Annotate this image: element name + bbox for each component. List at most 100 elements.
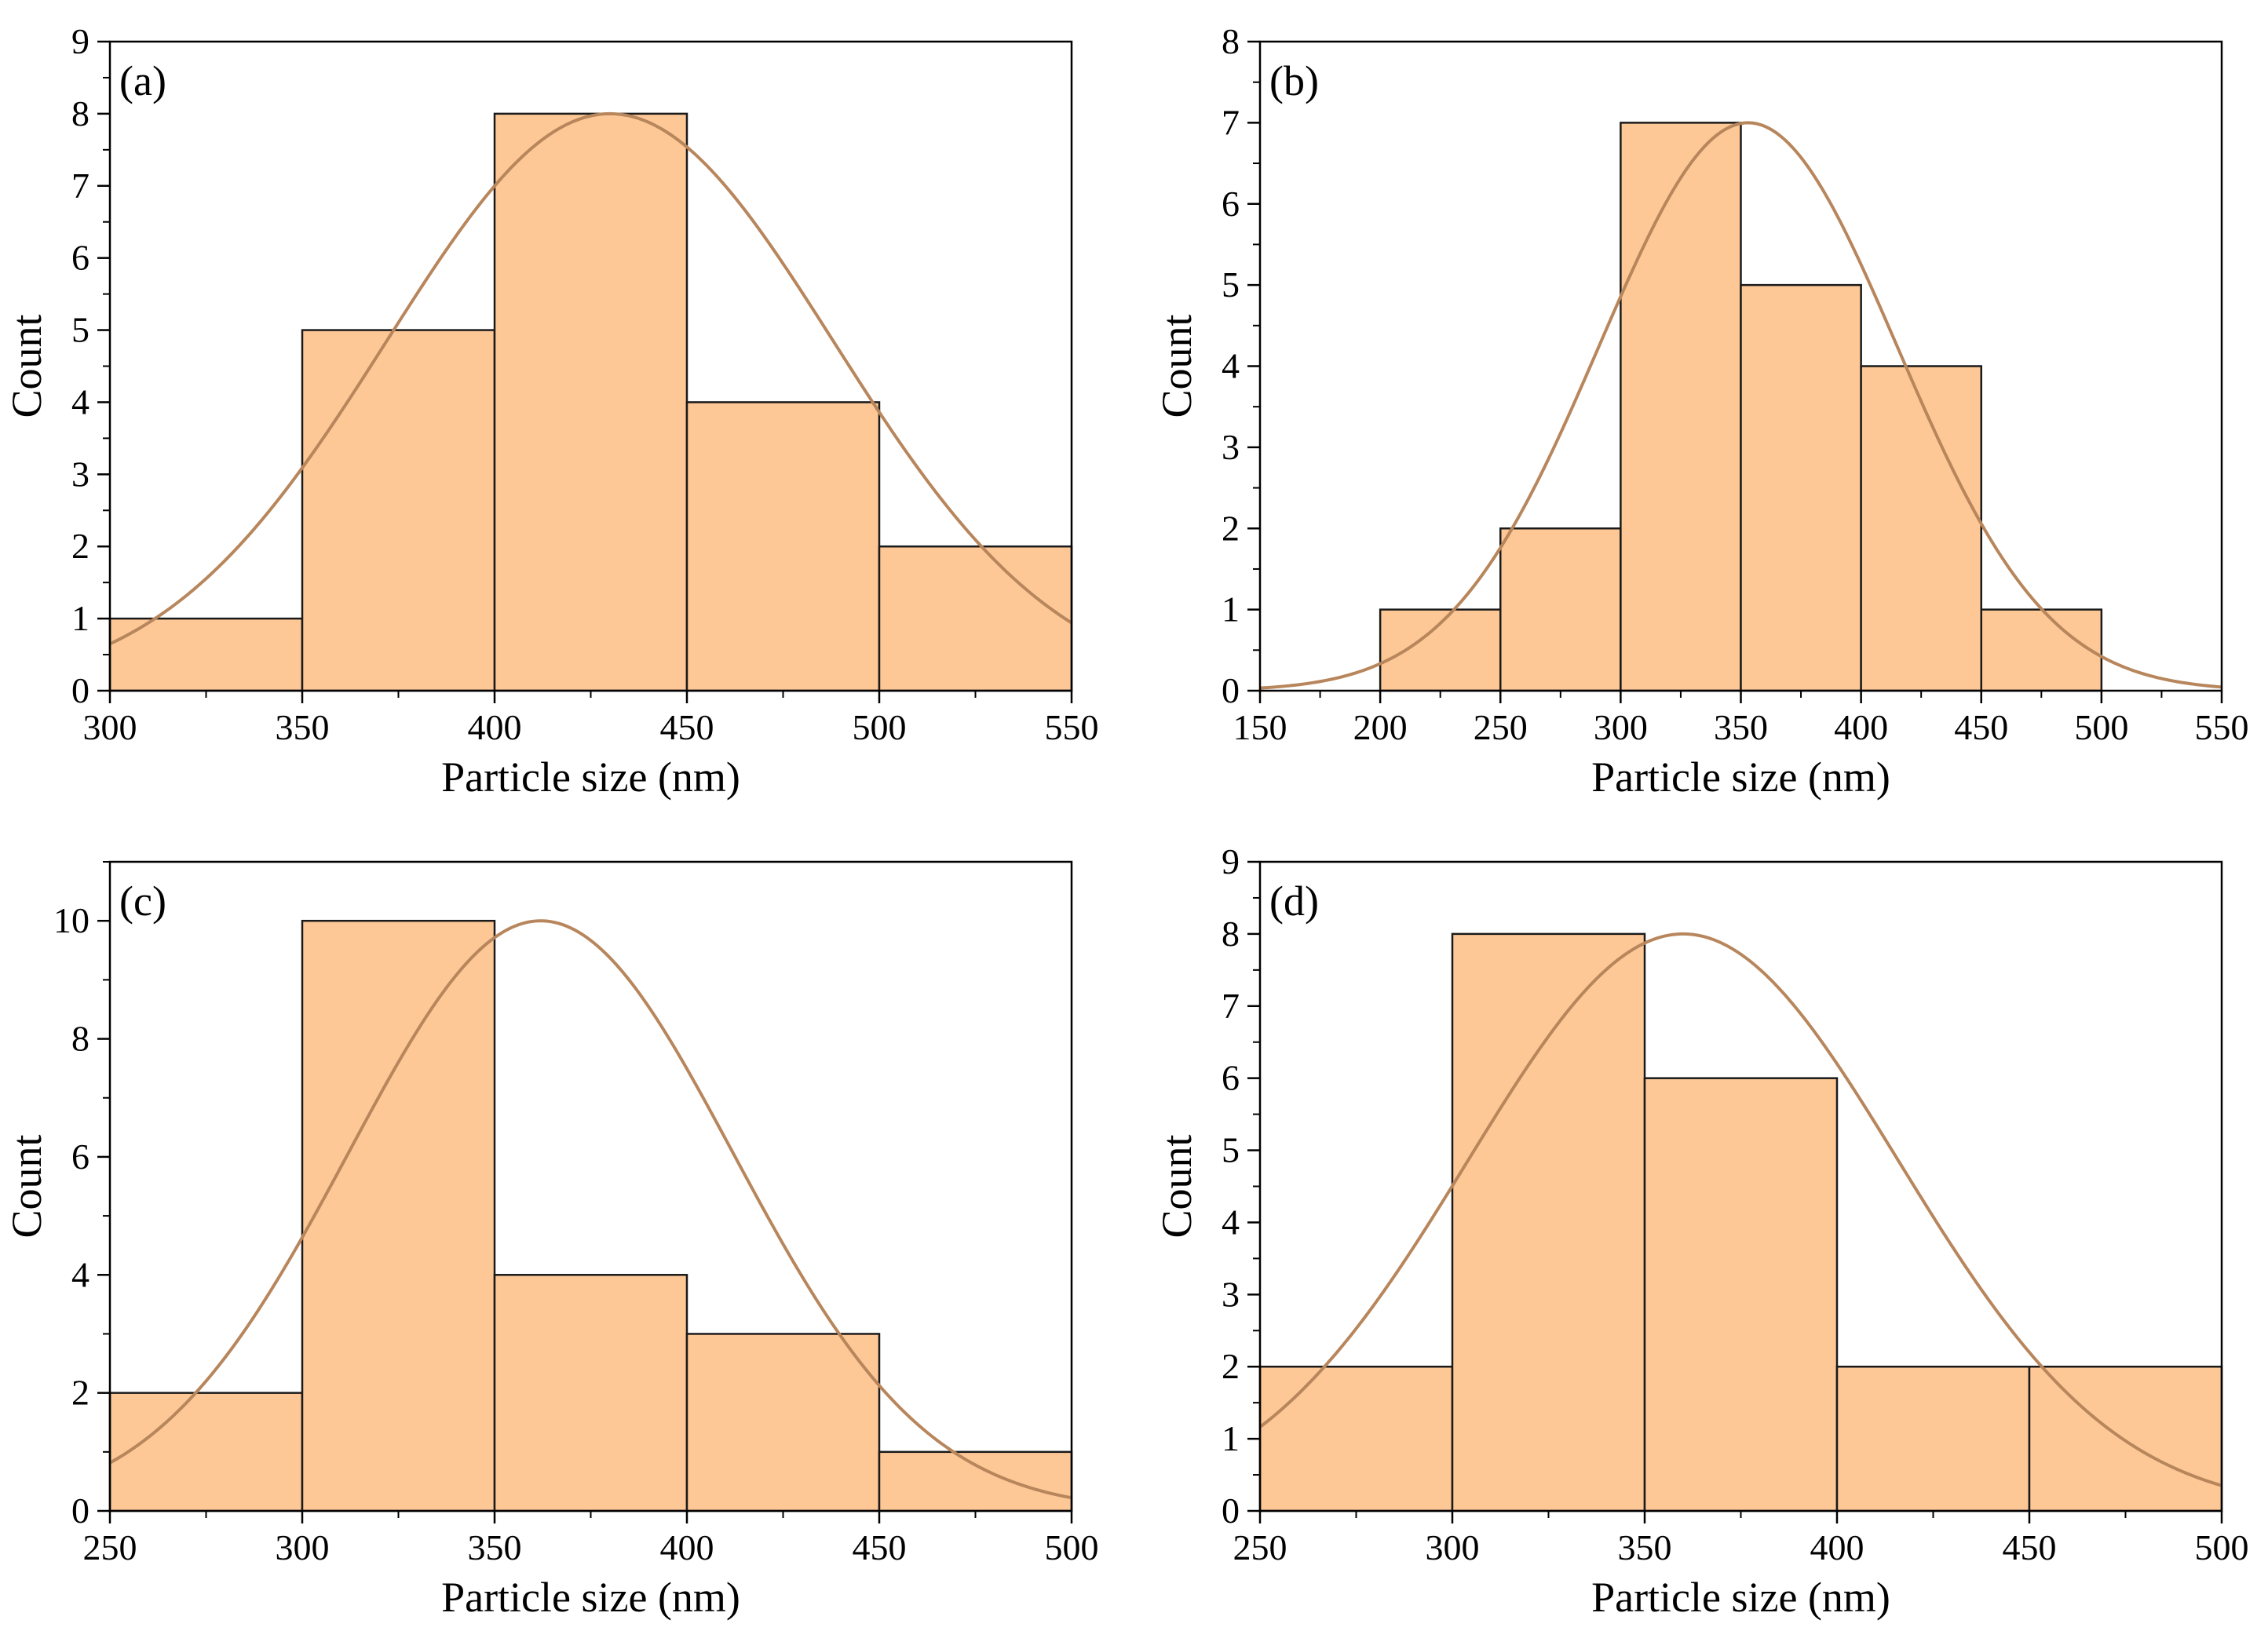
y-tick-label: 6 <box>71 238 89 278</box>
x-tick-label: 250 <box>1233 1527 1287 1567</box>
y-tick-label: 8 <box>71 93 89 133</box>
y-tick-label: 4 <box>71 1254 89 1294</box>
x-tick-label: 400 <box>1834 707 1888 747</box>
x-tick-label: 350 <box>276 707 330 747</box>
y-tick-label: 9 <box>71 21 89 61</box>
panel-label: (c) <box>119 878 166 925</box>
panel-label: (d) <box>1269 878 1319 925</box>
x-tick-label: 400 <box>468 707 522 747</box>
gaussian-fit-line <box>1259 121 2222 690</box>
y-tick-label: 1 <box>1222 589 1240 629</box>
histogram-bar <box>108 1392 304 1512</box>
y-axis-title: Count <box>3 314 50 418</box>
histogram-bar <box>1835 1365 2031 1512</box>
y-tick-label: 1 <box>1222 1418 1240 1458</box>
y-tick-label: 8 <box>1222 21 1240 61</box>
histogram-bar <box>878 545 1073 692</box>
y-tick-label: 7 <box>1222 102 1240 142</box>
histogram-bar <box>493 1274 688 1512</box>
histogram-bar <box>301 919 496 1512</box>
x-tick-label: 500 <box>2195 1527 2249 1567</box>
x-tick-label: 200 <box>1353 707 1408 747</box>
histogram-bar <box>1740 283 1862 692</box>
y-tick-label: 5 <box>71 310 89 350</box>
x-tick-label: 300 <box>1594 707 1648 747</box>
histogram-bar <box>1643 1077 1839 1512</box>
histogram-bar <box>1980 608 2103 692</box>
y-tick-label: 6 <box>1222 184 1240 224</box>
x-tick-label: 450 <box>660 707 714 747</box>
histogram-bar <box>1499 527 1622 692</box>
histogram-bar <box>1258 1365 1454 1512</box>
y-tick-label: 6 <box>1222 1058 1240 1098</box>
y-tick-label: 4 <box>1222 1202 1240 1242</box>
y-tick-label: 6 <box>71 1137 89 1177</box>
histogram-bar <box>1620 122 1742 692</box>
y-tick-label: 8 <box>1222 914 1240 954</box>
y-tick-label: 3 <box>71 454 89 494</box>
y-tick-label: 2 <box>1222 1346 1240 1386</box>
x-tick-label: 300 <box>1426 1527 1480 1567</box>
x-tick-label: 550 <box>2195 707 2249 747</box>
histogram-bar <box>493 112 688 692</box>
y-tick-label: 10 <box>53 900 89 940</box>
x-tick-label: 350 <box>1618 1527 1672 1567</box>
x-tick-label: 300 <box>276 1527 330 1567</box>
y-tick-label: 7 <box>1222 986 1240 1026</box>
y-axis-title: Count <box>1153 314 1200 418</box>
x-tick-label: 450 <box>1954 707 2008 747</box>
panel-label: (b) <box>1269 57 1319 104</box>
x-tick-label: 500 <box>853 707 907 747</box>
x-tick-label: 250 <box>1474 707 1528 747</box>
panel-label: (a) <box>119 57 166 104</box>
x-tick-label: 400 <box>660 1527 714 1567</box>
y-tick-label: 5 <box>1222 265 1240 305</box>
y-tick-label: 2 <box>71 526 89 566</box>
y-tick-label: 4 <box>71 381 89 421</box>
histogram-bar <box>2028 1365 2223 1512</box>
chart-panel-1: 300 350 400 450 500 550 0 1 2 3 4 5 6 7 8 9 Particle siz… <box>3 21 1099 801</box>
x-axis-title: Particle size (nm) <box>1591 753 1890 801</box>
y-tick-label: 4 <box>1222 346 1240 386</box>
x-tick-label: 400 <box>1810 1527 1864 1567</box>
histogram-bar <box>301 329 496 692</box>
y-axis-title: Count <box>1153 1134 1200 1238</box>
y-tick-label: 5 <box>1222 1130 1240 1170</box>
x-tick-label: 500 <box>2074 707 2128 747</box>
x-tick-label: 450 <box>853 1527 907 1567</box>
y-tick-label: 0 <box>71 670 89 710</box>
y-tick-label: 0 <box>1222 670 1240 710</box>
y-axis-title: Count <box>3 1134 50 1238</box>
x-tick-label: 550 <box>1045 707 1099 747</box>
gaussian-fit-line <box>109 919 1072 1500</box>
gaussian-fit-line <box>109 111 1073 646</box>
histogram-bar <box>685 1333 881 1512</box>
y-tick-label: 3 <box>1222 1274 1240 1314</box>
y-tick-label: 7 <box>71 166 89 206</box>
chart-panel-2: 150 200 250 300 350 400 450 500 550 0 1 2 3 4 5 6 7 8 Part… <box>1153 21 2249 801</box>
x-tick-label: 250 <box>83 1527 137 1567</box>
y-tick-label: 2 <box>1222 508 1240 548</box>
y-tick-label: 3 <box>1222 427 1240 467</box>
x-tick-label: 350 <box>1714 707 1768 747</box>
x-axis-title: Particle size (nm) <box>441 753 740 801</box>
x-tick-label: 150 <box>1233 707 1287 747</box>
y-tick-label: 8 <box>71 1019 89 1059</box>
x-axis-title: Particle size (nm) <box>441 1574 740 1621</box>
x-tick-label: 300 <box>83 707 137 747</box>
x-tick-label: 450 <box>2003 1527 2057 1567</box>
chart-panel-3: 250 300 350 400 450 500 0 2 4 6 8 10 Particle size (… <box>3 860 1099 1621</box>
gaussian-fit-line <box>1258 932 2222 1487</box>
y-tick-label: 0 <box>1222 1491 1240 1531</box>
histogram-bar <box>878 1450 1073 1512</box>
histogram-bar <box>1451 932 1646 1512</box>
y-tick-label: 0 <box>71 1491 89 1531</box>
chart-panel-4: 250 300 350 400 450 500 0 1 2 3 4 5 6 7 8 9 Particle siz… <box>1153 841 2249 1621</box>
x-tick-label: 500 <box>1045 1527 1099 1567</box>
y-tick-label: 1 <box>71 598 89 638</box>
y-tick-label: 9 <box>1222 841 1240 881</box>
x-axis-title: Particle size (nm) <box>1591 1574 1890 1621</box>
x-tick-label: 350 <box>468 1527 522 1567</box>
histogram-bar <box>1860 365 1982 692</box>
